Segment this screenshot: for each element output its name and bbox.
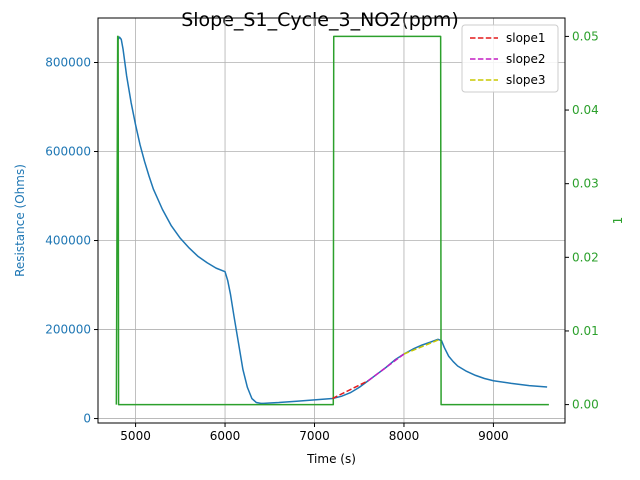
x-tick-label: 5000 (120, 429, 151, 443)
y2-tick-label: 0.03 (572, 177, 599, 191)
legend-label-slope2: slope2 (506, 52, 546, 66)
series-line-gas (115, 35, 549, 406)
y-tick-label: 200000 (45, 323, 91, 337)
y2-tick-label: 0.05 (572, 29, 599, 43)
y-axis-left: 0 200000 400000 600000 800000 (45, 56, 98, 426)
legend-label-slope1: slope1 (506, 31, 546, 45)
x-axis-label: Time (s) (306, 452, 356, 466)
y-tick-label: 0 (83, 412, 91, 426)
series-line-slope3 (403, 338, 441, 355)
x-tick-label: 9000 (478, 429, 509, 443)
legend-box (461, 24, 559, 93)
y-tick-label: 600000 (45, 145, 91, 159)
chart-title: Slope_S1_Cycle_3_NO2(ppm) (181, 9, 459, 31)
x-tick-label: 6000 (210, 429, 241, 443)
legend-label-slope3: slope3 (506, 73, 546, 87)
x-axis: 5000 6000 7000 8000 9000 (120, 423, 509, 443)
plot-frame (97, 17, 566, 424)
y2-axis-label: 1 (611, 217, 625, 225)
y-axis-label: Resistance (Ohms) (13, 164, 27, 277)
y-tick-label: 800000 (45, 56, 91, 70)
x-tick-label: 7000 (299, 429, 330, 443)
y-axis-right: 0.00 0.01 0.02 0.03 0.04 0.05 (565, 29, 599, 412)
y2-tick-label: 0.00 (572, 398, 599, 412)
series-line-slope1 (332, 380, 369, 400)
y2-tick-label: 0.04 (572, 103, 599, 117)
y2-tick-label: 0.02 (572, 250, 599, 264)
x-tick-label: 8000 (389, 429, 420, 443)
y2-tick-label: 0.01 (572, 324, 599, 338)
y-tick-label: 400000 (45, 234, 91, 248)
series-line-resistance (117, 36, 548, 405)
legend: slope1 slope2 slope3 (461, 24, 559, 93)
series-group (115, 35, 549, 406)
